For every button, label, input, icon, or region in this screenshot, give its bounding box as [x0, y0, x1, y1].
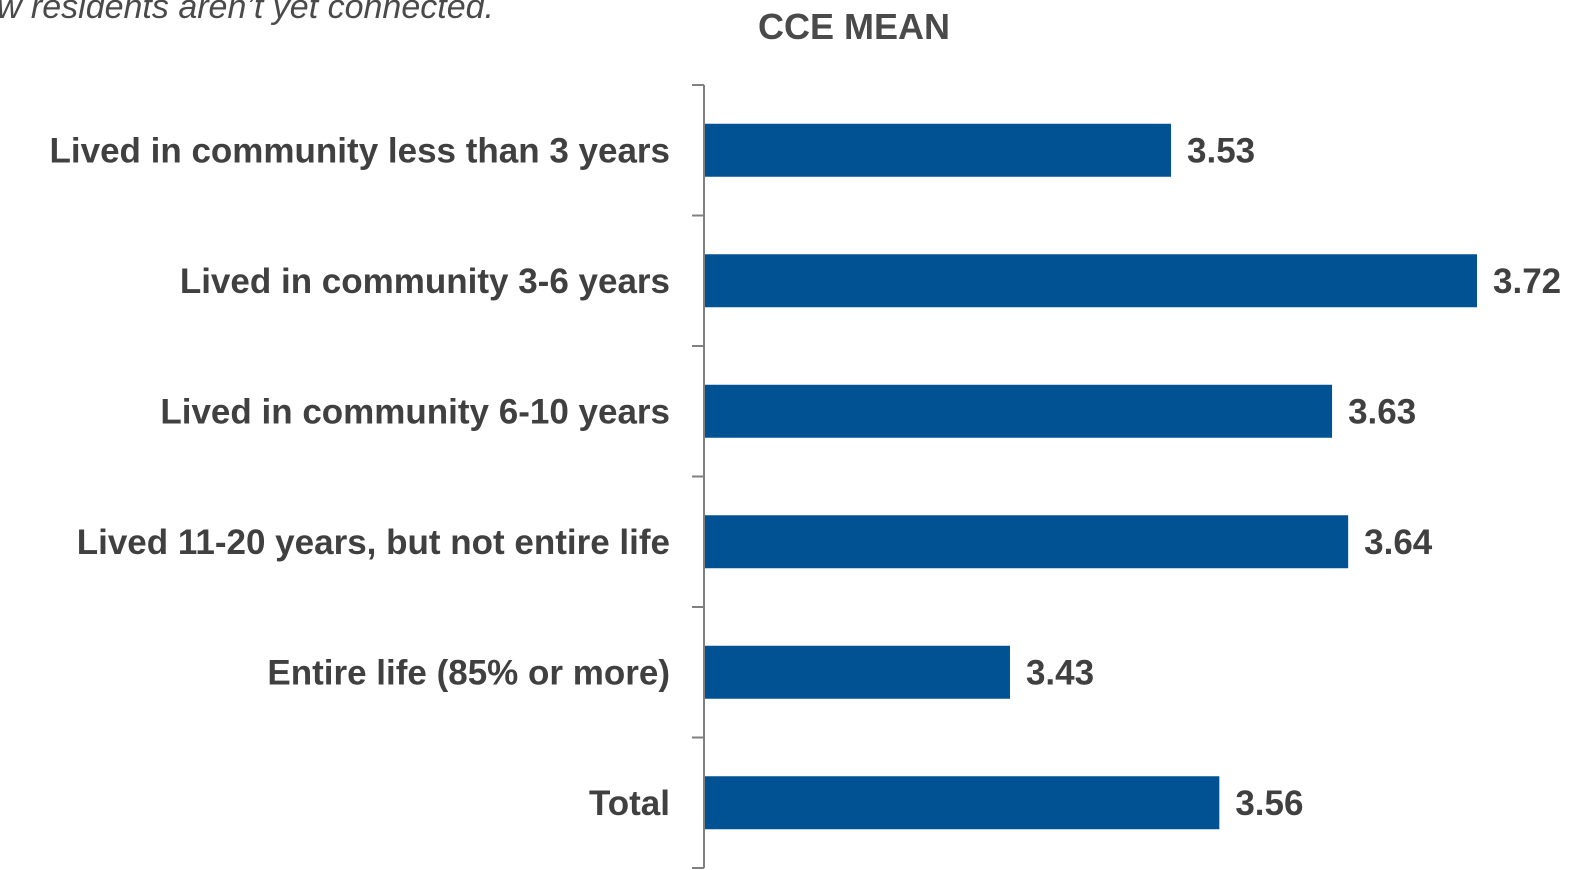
value-label: 3.72: [1493, 262, 1561, 301]
bar: [704, 384, 1333, 438]
value-label: 3.56: [1235, 784, 1303, 823]
bar: [704, 776, 1220, 830]
category-label: Lived 11-20 years, but not entire life: [77, 523, 670, 562]
value-label: 3.43: [1026, 653, 1094, 692]
chart-title: CCE MEAN: [758, 6, 951, 47]
bar: [704, 254, 1477, 308]
bar: [704, 515, 1349, 569]
value-label: 3.53: [1187, 131, 1255, 170]
category-label: Lived in community 3-6 years: [180, 262, 670, 301]
value-label: 3.63: [1348, 392, 1416, 431]
category-label: Lived in community less than 3 years: [50, 131, 671, 170]
bar: [704, 123, 1172, 177]
category-label: Entire life (85% or more): [267, 653, 670, 692]
chart-subtitle: ew residents aren’t yet connected.: [0, 0, 494, 26]
category-label: Total: [589, 784, 670, 823]
bar: [704, 645, 1010, 699]
category-label: Lived in community 6-10 years: [160, 392, 670, 431]
value-label: 3.64: [1364, 523, 1433, 562]
